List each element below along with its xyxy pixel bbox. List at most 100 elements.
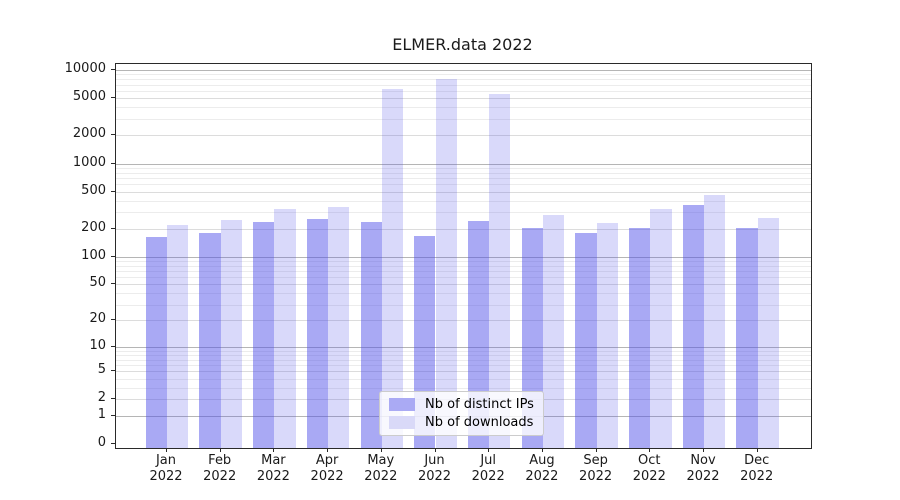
y-tick-mark bbox=[111, 319, 115, 321]
x-tick-mark bbox=[488, 448, 490, 452]
y-tick-mark bbox=[111, 134, 115, 136]
gridline bbox=[116, 107, 811, 109]
x-tick-mark bbox=[595, 448, 597, 452]
x-tick-mark bbox=[649, 448, 651, 452]
x-tick-mark bbox=[541, 448, 543, 452]
gridline bbox=[116, 191, 811, 193]
bar-distinct-ips bbox=[253, 221, 275, 448]
legend-item-downloads: Nb of downloads bbox=[389, 415, 534, 430]
x-tick-mark bbox=[380, 448, 382, 452]
bar-downloads bbox=[328, 206, 350, 448]
y-tick-mark bbox=[111, 227, 115, 229]
x-tick-label: Jul 2022 bbox=[471, 453, 505, 484]
gridline bbox=[116, 387, 811, 389]
bar-distinct-ips bbox=[629, 228, 651, 448]
legend-label-downloads: Nb of downloads bbox=[425, 415, 534, 430]
gridline bbox=[116, 284, 811, 286]
y-tick-label: 0 bbox=[97, 435, 106, 450]
bar-distinct-ips bbox=[199, 232, 221, 448]
gridline bbox=[116, 163, 811, 165]
y-tick-label: 20 bbox=[89, 311, 106, 327]
x-tick-label: Dec 2022 bbox=[740, 453, 774, 484]
y-tick-mark bbox=[111, 255, 115, 257]
x-tick-label: Jan 2022 bbox=[149, 453, 183, 484]
y-tick-mark bbox=[111, 69, 115, 70]
y-tick-label: 5 bbox=[97, 362, 106, 378]
gridline bbox=[116, 118, 811, 120]
gridline bbox=[116, 365, 811, 366]
y-tick-mark bbox=[111, 162, 115, 164]
gridline bbox=[116, 371, 811, 373]
gridline bbox=[116, 277, 811, 279]
bar-distinct-ips bbox=[306, 218, 329, 448]
x-tick-label: Sep 2022 bbox=[579, 453, 613, 484]
gridline bbox=[116, 172, 811, 174]
gridline bbox=[116, 177, 811, 179]
x-tick-label: Oct 2022 bbox=[632, 453, 666, 484]
x-tick-mark bbox=[703, 448, 704, 452]
x-tick-label: Aug 2022 bbox=[525, 453, 559, 484]
x-tick-mark bbox=[434, 448, 436, 452]
legend: Nb of distinct IPs Nb of downloads bbox=[379, 391, 544, 436]
y-tick-mark bbox=[111, 443, 115, 444]
x-tick-label: Nov 2022 bbox=[686, 453, 720, 484]
gridline bbox=[116, 212, 811, 214]
y-tick-label: 500 bbox=[81, 182, 106, 198]
y-tick-label: 2 bbox=[97, 390, 106, 406]
y-tick-mark bbox=[111, 345, 115, 347]
gridline bbox=[116, 320, 811, 322]
bar-distinct-ips bbox=[145, 237, 167, 448]
gridline bbox=[116, 98, 811, 100]
gridline bbox=[116, 260, 811, 262]
legend-item-distinct-ips: Nb of distinct IPs bbox=[389, 397, 534, 412]
gridline bbox=[116, 346, 811, 348]
gridline bbox=[116, 378, 811, 380]
y-tick-mark bbox=[111, 283, 115, 285]
bar-distinct-ips bbox=[736, 227, 758, 448]
gridline bbox=[116, 228, 811, 230]
x-tick-mark bbox=[166, 448, 167, 452]
y-tick-mark bbox=[111, 190, 115, 192]
y-tick-mark bbox=[111, 398, 115, 400]
gridline bbox=[116, 79, 811, 81]
x-tick-label: Jun 2022 bbox=[417, 453, 452, 484]
y-tick-mark bbox=[111, 370, 115, 372]
y-tick-mark bbox=[111, 97, 115, 99]
y-tick-label: 1000 bbox=[72, 154, 106, 170]
gridline bbox=[116, 304, 811, 306]
bar-downloads bbox=[489, 93, 511, 448]
x-tick-mark bbox=[756, 448, 758, 452]
y-tick-label: 2000 bbox=[72, 126, 106, 142]
bar-downloads bbox=[220, 220, 242, 448]
gridline bbox=[116, 70, 811, 71]
bar-downloads bbox=[542, 214, 565, 448]
bar-distinct-ips bbox=[682, 204, 704, 448]
gridline bbox=[116, 359, 811, 361]
y-tick-label: 200 bbox=[81, 219, 106, 235]
y-tick-label: 1 bbox=[97, 406, 106, 422]
x-tick-label: Apr 2022 bbox=[310, 453, 344, 484]
y-tick-label: 10 bbox=[89, 337, 106, 353]
x-tick-mark bbox=[219, 448, 221, 452]
chart-title: ELMER.data 2022 bbox=[392, 35, 533, 54]
y-tick-label: 50 bbox=[89, 275, 106, 291]
gridline bbox=[116, 354, 811, 356]
plot-area bbox=[115, 63, 812, 449]
bar-downloads bbox=[274, 208, 296, 448]
y-tick-label: 5000 bbox=[72, 89, 106, 105]
gridline bbox=[116, 167, 811, 169]
gridline bbox=[116, 90, 811, 92]
gridline bbox=[116, 256, 811, 258]
y-tick-mark bbox=[111, 414, 115, 416]
gridline bbox=[116, 265, 811, 267]
bar-downloads bbox=[757, 217, 779, 448]
bar-downloads bbox=[435, 78, 457, 448]
gridline bbox=[116, 350, 811, 352]
bar-distinct-ips bbox=[360, 222, 382, 448]
bar-downloads bbox=[381, 88, 404, 448]
legend-label-distinct-ips: Nb of distinct IPs bbox=[425, 397, 534, 412]
gridline bbox=[116, 74, 811, 76]
x-tick-mark bbox=[327, 448, 329, 452]
gridline bbox=[116, 270, 811, 272]
